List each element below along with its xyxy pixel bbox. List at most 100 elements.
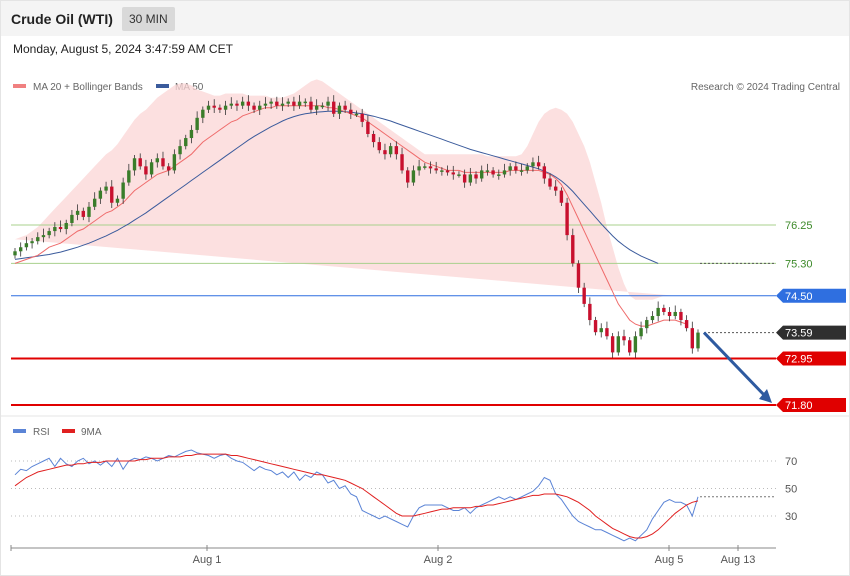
candle-body	[337, 105, 342, 114]
candle-body	[189, 129, 194, 139]
candle-body	[149, 162, 154, 175]
candle-body	[519, 170, 524, 172]
candle-body	[30, 241, 34, 244]
candle-body	[388, 146, 393, 155]
candle-body	[115, 198, 120, 203]
candle-body	[223, 105, 228, 110]
candle-body	[554, 186, 558, 191]
candle-body	[212, 105, 216, 108]
candle-body	[235, 103, 239, 106]
candle-body	[24, 243, 29, 248]
candle-body	[639, 328, 643, 337]
candle-body	[548, 178, 552, 187]
candle-body	[536, 162, 541, 167]
candle-body	[377, 142, 381, 151]
candle-body	[70, 214, 74, 223]
candle-body	[309, 101, 313, 110]
chart-header: Crude Oil (WTI) 30 MIN	[1, 1, 849, 36]
candle-body	[297, 101, 302, 106]
candle-body	[622, 336, 626, 341]
level-label-73.59: 73.59	[785, 328, 813, 340]
candle-body	[127, 170, 131, 183]
candle-body	[229, 103, 233, 106]
candle-body	[508, 166, 512, 171]
candle-body	[531, 162, 535, 167]
candle-body	[252, 105, 256, 110]
candle-body	[628, 340, 632, 353]
level-tag-74.50	[776, 288, 846, 303]
candle-body	[110, 186, 114, 203]
candle-body	[75, 210, 80, 215]
candle-body	[383, 150, 387, 155]
level-label-75.30: 75.30	[785, 258, 813, 270]
timeframe-badge[interactable]: 30 MIN	[122, 7, 175, 31]
candle-body	[650, 316, 655, 321]
candle-body	[371, 133, 376, 143]
candle-body	[502, 170, 507, 175]
candle-body	[166, 166, 171, 171]
x-tick-label: Aug 13	[721, 554, 756, 566]
projection-arrow-line	[702, 331, 768, 399]
candle-body	[121, 182, 125, 199]
instrument-title: Crude Oil (WTI)	[11, 11, 113, 27]
candle-body	[417, 166, 421, 171]
candle-body	[497, 174, 501, 176]
candle-body	[571, 235, 575, 264]
candle-body	[582, 287, 586, 304]
candle-body	[332, 101, 336, 114]
candle-body	[240, 101, 245, 106]
candle-body	[246, 101, 251, 106]
candle-body	[440, 170, 444, 172]
candle-body	[462, 174, 467, 183]
level-label-76.25: 76.25	[785, 220, 813, 232]
candle-body	[366, 121, 370, 134]
rsi-tick-70: 70	[785, 456, 797, 468]
candle-body	[559, 190, 564, 203]
candle-body	[58, 227, 63, 230]
candle-body	[275, 101, 279, 106]
candle-body	[172, 154, 177, 171]
rsi-ma-legend-label: 9MA	[81, 427, 102, 438]
candle-body	[13, 251, 17, 256]
candle-body	[428, 166, 433, 169]
candle-body	[411, 170, 416, 183]
candle-body	[184, 138, 188, 147]
candle-body	[195, 117, 199, 130]
ma50-legend-swatch	[156, 84, 169, 88]
candle-body	[280, 103, 285, 106]
candle-body	[155, 158, 159, 163]
candle-body	[406, 170, 410, 183]
rsi-panel: 70 50 30	[11, 449, 797, 542]
candle-body	[485, 170, 490, 172]
candle-body	[451, 172, 455, 175]
price-panel: 76.25 75.30 74.50 73.59 72.95 71.80	[11, 79, 846, 412]
candle-body	[696, 332, 700, 349]
rsi-ma-line	[14, 453, 699, 539]
candle-body	[662, 307, 666, 312]
candle-body	[667, 311, 672, 317]
candle-body	[201, 109, 205, 118]
candle-body	[343, 105, 347, 110]
candle-body	[679, 311, 683, 321]
candle-body	[656, 307, 660, 317]
ma-bb-legend-label: MA 20 + Bollinger Bands	[33, 82, 143, 93]
candle-body	[269, 101, 273, 104]
rsi-tick-50: 50	[785, 484, 797, 496]
candle-body	[92, 198, 97, 207]
candle-body	[480, 170, 484, 179]
candle-body	[645, 320, 649, 329]
candle-body	[303, 101, 307, 104]
candle-body	[98, 190, 103, 199]
candle-body	[491, 170, 495, 175]
candle-body	[605, 328, 609, 337]
candle-body	[599, 328, 603, 333]
chart-datetime: Monday, August 5, 2024 3:47:59 AM CET	[13, 42, 233, 56]
candle-body	[178, 146, 182, 155]
candle-body	[394, 146, 399, 155]
rsi-ma-legend-swatch	[62, 429, 75, 433]
candle-body	[565, 202, 569, 236]
candle-body	[53, 227, 57, 232]
candle-body	[588, 303, 592, 321]
ma50-line	[14, 110, 659, 264]
